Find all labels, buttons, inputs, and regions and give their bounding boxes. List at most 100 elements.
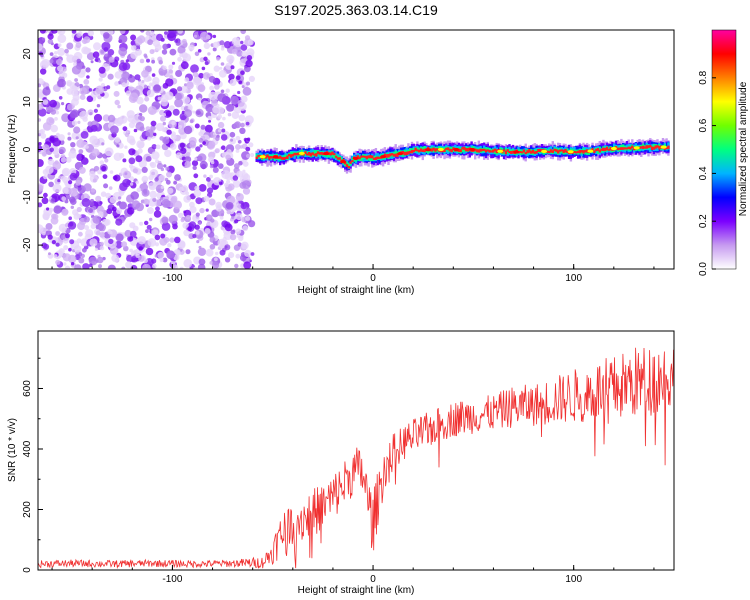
spectrogram-noise-blob xyxy=(86,75,90,79)
spectrogram-track-cell xyxy=(306,153,309,156)
spectrogram-noise-blob xyxy=(177,86,183,92)
spectrogram-track-cell xyxy=(656,145,659,148)
spectrogram-noise-blob xyxy=(242,180,251,189)
spectrogram-noise-blob xyxy=(106,85,111,90)
spectrogram-noise-blob xyxy=(204,228,211,235)
spectrogram-noise-blob xyxy=(234,263,239,269)
spectrogram-noise-blob xyxy=(116,208,122,214)
spectrogram-track-cell xyxy=(448,148,452,152)
spectrogram-noise-blob xyxy=(147,238,157,247)
spectrogram-noise-blob xyxy=(130,191,139,200)
spectrogram-noise-blob xyxy=(87,30,95,37)
spectrogram-track-cell xyxy=(418,149,421,153)
spectrogram-noise-blob xyxy=(237,139,242,144)
spectrogram-track-cell xyxy=(584,150,587,153)
spectrogram-noise-blob xyxy=(206,177,211,182)
spectrogram-noise-blob xyxy=(152,263,157,269)
snr-frame xyxy=(37,330,675,571)
spectrogram-noise-blob xyxy=(247,39,254,46)
spectrogram-noise-blob xyxy=(50,124,58,133)
spectrogram-peak xyxy=(567,150,574,154)
spectrogram-track-cell xyxy=(576,150,580,153)
spectrogram-noise-blob xyxy=(167,187,174,194)
spectrogram-noise-blob xyxy=(162,82,169,89)
spectrogram-noise-blob xyxy=(179,53,184,58)
spectrogram-noise-blob xyxy=(192,165,197,170)
spectrogram-track-cell xyxy=(459,149,462,153)
spectrogram-noise-blob xyxy=(208,198,216,206)
spectrogram-track-cell xyxy=(600,149,603,153)
spectrogram-noise-blob xyxy=(75,42,82,48)
spectrogram-noise-blob xyxy=(98,77,103,82)
spectrogram-track-cell xyxy=(461,147,464,150)
spectrogram-noise-blob xyxy=(85,229,94,238)
spectrogram-noise-blob xyxy=(76,33,82,38)
spectrogram-noise-blob xyxy=(237,90,241,95)
spectrogram-noise-blob xyxy=(177,241,186,249)
spectrogram-track-cell xyxy=(495,149,498,154)
spectrogram-noise-blob xyxy=(162,112,167,117)
spectrogram-noise-blob xyxy=(230,229,236,235)
spectrogram-ytick-label: -20 xyxy=(22,237,33,252)
spectrogram-noise-blob xyxy=(57,43,62,47)
spectrogram-track-cell xyxy=(549,149,553,153)
spectrogram-noise-blob xyxy=(77,120,81,124)
spectrogram-noise-blob xyxy=(198,184,207,192)
spectrogram-noise-blob xyxy=(209,244,216,250)
spectrogram-track-cell xyxy=(596,148,600,151)
spectrogram-noise-blob xyxy=(242,187,251,195)
spectrogram-noise-blob xyxy=(64,199,69,204)
spectrogram-track-cell xyxy=(445,147,448,150)
spectrogram-noise-blob xyxy=(108,186,113,190)
spectrogram-track-cell xyxy=(315,150,318,156)
spectrogram-noise-blob xyxy=(107,73,114,80)
spectrogram-noise-blob xyxy=(66,42,74,50)
spectrogram-noise-blob xyxy=(215,136,220,141)
spectrogram-noise-blob xyxy=(55,110,60,115)
spectrogram-noise-blob xyxy=(57,78,66,88)
spectrogram-noise-blob xyxy=(162,257,168,263)
spectrogram-noise-blob xyxy=(122,158,127,163)
spectrogram-noise-blob xyxy=(93,113,103,123)
spectrogram-noise-blob xyxy=(189,119,194,124)
spectrogram-noise-blob xyxy=(102,32,110,39)
spectrogram-noise-blob xyxy=(168,105,175,112)
spectrogram-noise-blob xyxy=(183,195,191,203)
snr-xlabel: Height of straight line (km) xyxy=(298,585,415,596)
colorbar: 0.0 0.2 0.4 0.6 0.8 Normalized spectral ampl… xyxy=(698,29,749,276)
spectrogram-noise-blob xyxy=(242,225,249,232)
spectrogram-noise-blob xyxy=(246,81,250,86)
spectrogram-noise-blob xyxy=(38,43,43,51)
spectrogram-peak xyxy=(352,156,359,160)
spectrogram-track-cell xyxy=(409,148,412,153)
spectrogram-track-cell xyxy=(409,150,412,154)
spectrogram-noise-blob xyxy=(38,37,46,44)
spectrogram-noise-blob xyxy=(168,69,174,74)
spectrogram-track-cell xyxy=(349,161,352,164)
spectrogram-noise-blob xyxy=(93,42,101,51)
spectrogram-noise-blob xyxy=(161,222,171,231)
spectrogram-noise-blob xyxy=(88,88,93,92)
spectrogram-track-cell xyxy=(466,148,470,152)
snr-xtick-label: 0 xyxy=(370,574,376,585)
spectrogram-noise-blob xyxy=(63,262,67,266)
spectrogram-noise-blob xyxy=(47,33,54,40)
spectrogram-noise-blob xyxy=(174,98,184,108)
spectrogram-noise-blob xyxy=(185,191,190,196)
spectrogram-noise-blob xyxy=(49,136,55,142)
spectrogram-noise-blob xyxy=(40,53,44,58)
spectrogram-noise-blob xyxy=(128,157,136,165)
spectrogram-noise-blob xyxy=(38,88,43,96)
spectrogram-noise-blob xyxy=(76,58,82,64)
spectrogram-noise-blob xyxy=(205,208,209,212)
spectrogram-noise-blob xyxy=(150,120,157,127)
spectrogram-noise-blob xyxy=(175,152,182,159)
spectrogram-peak xyxy=(541,149,548,153)
spectrogram-noise-blob xyxy=(226,209,231,215)
spectrogram-noise-blob xyxy=(68,247,72,252)
spectrogram-track-cell xyxy=(304,151,307,154)
spectrogram-noise-blob xyxy=(114,240,123,249)
spectrogram-noise-blob xyxy=(87,121,93,127)
spectrogram-track-cell xyxy=(423,148,426,153)
spectrogram-noise-blob xyxy=(56,58,63,66)
